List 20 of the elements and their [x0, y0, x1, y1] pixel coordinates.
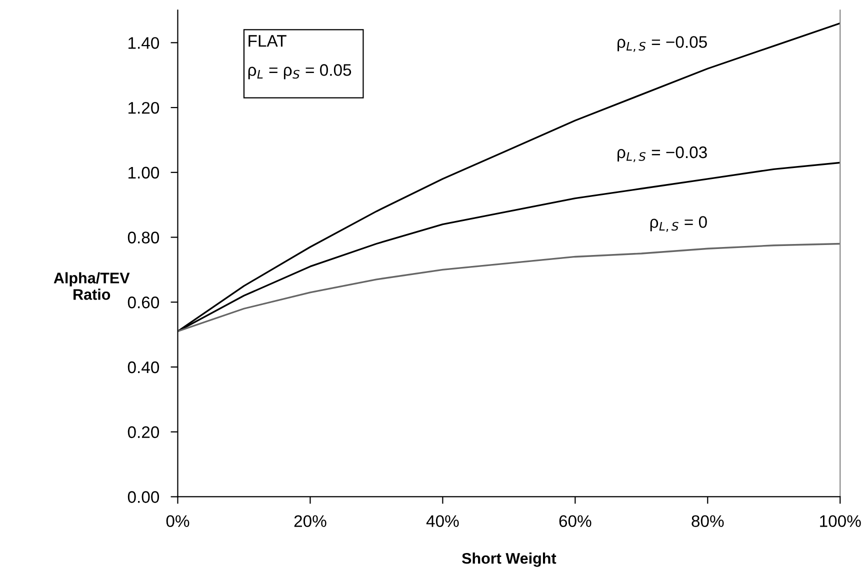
y-tick-label: 0.60 [128, 296, 160, 308]
x-axis-title: Short Weight [462, 552, 556, 567]
series-label: ρ$_{L,S}$ = 0 [650, 216, 707, 232]
series-label: ρ$_{L,S}$ = −0.03 [618, 146, 707, 162]
y-tick-label: 1.20 [128, 102, 160, 114]
x-tick-label: 40% [426, 515, 459, 528]
line-series [178, 242, 840, 332]
y-tick-label: 0.20 [128, 426, 160, 438]
y-tick-label: 0.40 [128, 361, 160, 374]
y-tick-label: 0.80 [128, 232, 160, 244]
x-tick-label: 0% [166, 515, 190, 528]
x-tick-label: 20% [294, 515, 326, 528]
x-tick-label: 80% [692, 515, 724, 528]
y-tick-label: 1.40 [128, 37, 160, 49]
text: FLAT ρ$_{L}$ = ρ$_{S}$ = 0.05 [248, 35, 352, 80]
y-tick-label: 0.00 [128, 491, 160, 503]
series-label: ρ$_{L,S}$ = −0.05 [618, 36, 707, 52]
y-tick-label: 1.00 [128, 166, 160, 179]
x-tick-label: 100% [820, 515, 861, 528]
x-tick-label: 60% [559, 515, 592, 528]
